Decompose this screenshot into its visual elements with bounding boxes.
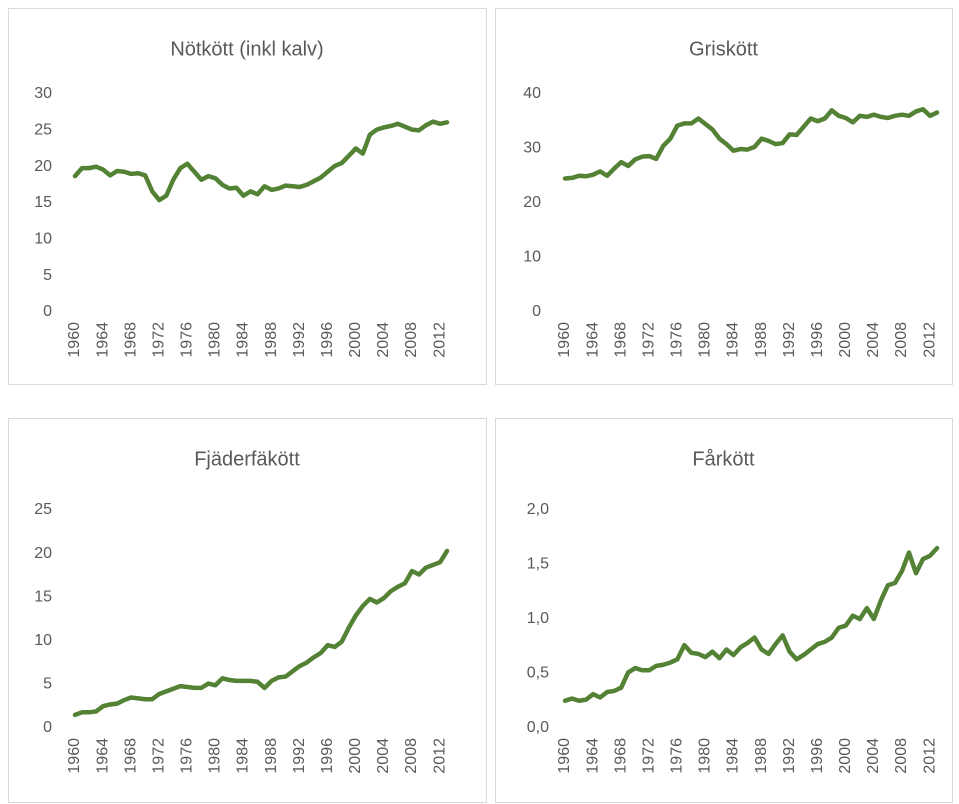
y-tick-label: 10 [34,632,52,649]
y-tick-label: 30 [34,85,52,102]
x-tick-label: 1964 [584,738,601,774]
chart-title: Fjäderfäkött [194,448,300,470]
x-tick-label: 1960 [66,322,83,358]
y-tick-label: 2,0 [527,501,549,518]
x-tick-label: 1992 [781,738,798,774]
x-tick-label: 1980 [207,322,224,358]
x-tick-label: 1988 [753,322,770,358]
x-tick-label: 1972 [640,322,657,358]
x-tick-label: 1980 [697,322,714,358]
y-tick-label: 20 [34,545,52,562]
y-tick-label: 30 [523,140,541,157]
x-tick-label: 1972 [640,738,657,774]
x-tick-label: 1992 [781,322,798,358]
x-tick-label: 2004 [375,738,392,774]
x-tick-label: 2000 [837,322,854,358]
chart-panel: Griskött 0 10 20 30 40 1960 1964 1968 1972 1976 198… [495,8,953,385]
y-tick-label: 15 [34,588,52,605]
chart-panel: Fjäderfäkött 0 5 10 15 20 25 1960 1964 1968 1972 19… [8,418,487,803]
x-tick-label: 1988 [263,322,280,358]
y-tick-label: 0 [532,303,541,320]
y-tick-label: 0 [43,303,52,320]
x-tick-label: 2000 [837,738,854,774]
chart-panel: Fårkött 0,0 0,5 1,0 1,5 2,0 1960 1964 1968 1972 19… [495,418,953,803]
y-tick-label: 15 [34,194,52,211]
x-tick-label: 1984 [235,322,252,358]
x-tick-label: 1996 [809,322,826,358]
chart-panel: Nötkött (inkl kalv) 0 5 10 15 20 25 30 1960 1964 1… [8,8,487,385]
x-tick-label: 2008 [403,738,420,774]
x-tick-label: 1968 [122,738,139,774]
data-line [562,107,940,181]
y-tick-label: 0 [43,719,52,736]
x-tick-label: 1960 [556,322,573,358]
x-tick-label: 1996 [319,738,336,774]
y-tick-label: 0,5 [527,665,549,682]
chart-title: Nötkött (inkl kalv) [170,38,323,60]
x-tick-label: 1980 [207,738,224,774]
x-tick-label: 1960 [66,738,83,774]
panel-border [8,8,487,385]
x-tick-label: 1992 [291,738,308,774]
x-tick-label: 1964 [94,322,111,358]
y-tick-label: 1,0 [527,610,549,627]
y-tick-label: 1,5 [527,556,549,573]
panel-border [495,8,953,385]
x-tick-label: 2008 [893,322,910,358]
x-tick-label: 1976 [669,322,686,358]
x-tick-label: 1964 [94,738,111,774]
x-tick-label: 1968 [612,322,629,358]
x-tick-label: 2004 [375,322,392,358]
x-tick-label: 2004 [865,738,882,774]
y-tick-label: 25 [34,501,52,518]
chart-title: Griskött [689,38,758,60]
y-tick-label: 10 [523,249,541,266]
x-tick-label: 2008 [403,322,420,358]
y-tick-label: 25 [34,122,52,139]
x-tick-label: 1972 [150,322,167,358]
y-tick-label: 40 [523,85,541,102]
x-tick-label: 1984 [725,322,742,358]
x-tick-label: 1968 [122,322,139,358]
x-tick-label: 1976 [669,738,686,774]
x-tick-label: 1960 [556,738,573,774]
x-tick-label: 2012 [921,322,938,358]
data-line [72,119,450,203]
x-tick-label: 1988 [753,738,770,774]
x-tick-label: 1984 [725,738,742,774]
x-tick-label: 2000 [347,738,364,774]
x-tick-label: 2012 [921,738,938,774]
y-tick-label: 5 [43,267,52,284]
x-tick-label: 1972 [150,738,167,774]
x-tick-label: 1996 [809,738,826,774]
y-tick-label: 0,0 [527,719,549,736]
y-tick-label: 10 [34,231,52,248]
chart-title: Fårkött [692,448,755,470]
x-tick-label: 1976 [179,738,196,774]
y-tick-label: 20 [523,194,541,211]
data-line [562,545,940,703]
x-tick-label: 1992 [291,322,308,358]
x-tick-label: 1988 [263,738,280,774]
x-tick-label: 2012 [431,738,448,774]
data-line [72,548,450,718]
x-tick-label: 2004 [865,322,882,358]
y-tick-label: 20 [34,158,52,175]
panel-border [8,418,487,803]
x-tick-label: 1996 [319,322,336,358]
x-tick-label: 2012 [431,322,448,358]
x-tick-label: 2000 [347,322,364,358]
x-tick-label: 1984 [235,738,252,774]
x-tick-label: 1968 [612,738,629,774]
x-tick-label: 1980 [697,738,714,774]
y-tick-label: 5 [43,676,52,693]
x-tick-label: 1964 [584,322,601,358]
x-tick-label: 2008 [893,738,910,774]
x-tick-label: 1976 [179,322,196,358]
